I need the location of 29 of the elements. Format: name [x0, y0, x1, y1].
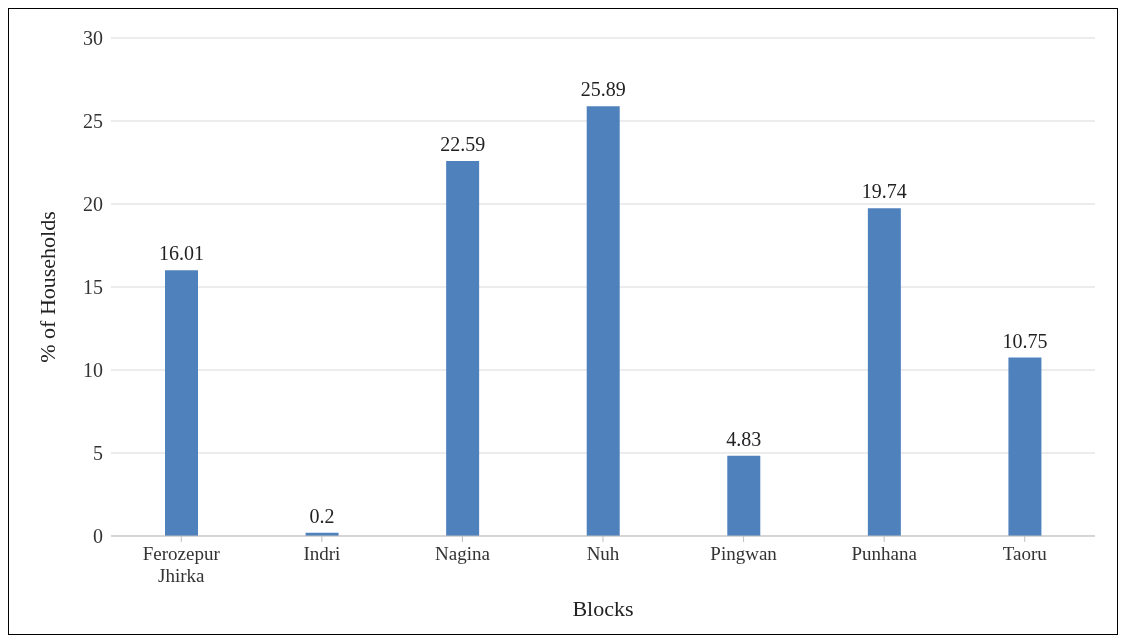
bar	[446, 161, 480, 536]
x-tick-label: Nagina	[434, 543, 491, 564]
y-axis-title: % of Households	[34, 211, 60, 363]
bar	[165, 270, 198, 536]
x-tick-label: Ferozepur Jhirka	[142, 543, 221, 586]
y-tick-label: 5	[93, 442, 103, 465]
y-tick-label: 20	[83, 193, 103, 216]
bar	[867, 208, 901, 536]
data-label: 25.89	[580, 78, 626, 101]
x-tick-label: Indri	[303, 543, 341, 564]
data-label: 16.01	[159, 242, 204, 265]
bar	[1008, 357, 1042, 536]
x-axis-title: Blocks	[572, 596, 634, 621]
bar	[727, 455, 761, 536]
x-tick-label: Nuh	[586, 543, 620, 564]
y-tick-label: 30	[83, 27, 103, 50]
y-tick-label: 10	[83, 359, 103, 382]
data-label: 10.75	[1002, 329, 1048, 352]
data-label: 19.74	[861, 180, 907, 203]
data-label: 22.59	[440, 133, 486, 156]
data-label: 4.83	[726, 427, 762, 450]
x-tick-label: Pingwan	[710, 543, 778, 564]
y-tick-label: 25	[83, 110, 103, 133]
data-label: 0.2	[309, 504, 335, 527]
y-tick-label: 0	[93, 525, 103, 548]
x-tick-label: Taoru	[1002, 543, 1048, 564]
x-tick-label: Punhana	[851, 543, 918, 564]
y-tick-label: 15	[83, 276, 103, 299]
bar	[586, 106, 620, 536]
